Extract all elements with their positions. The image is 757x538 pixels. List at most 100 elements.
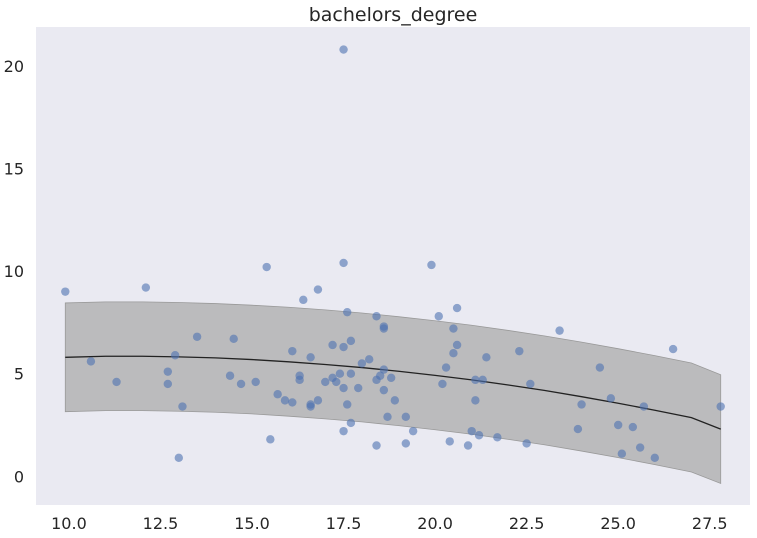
scatter-point — [467, 426, 476, 436]
scatter-point — [471, 396, 480, 405]
scatter-point — [306, 400, 315, 409]
x-tick-label: 10.0 — [51, 514, 87, 533]
scatter-point — [170, 351, 180, 360]
scatter-point — [595, 363, 605, 372]
scatter-point — [357, 359, 367, 368]
scatter-point — [573, 424, 583, 434]
scatter-point — [346, 418, 356, 428]
confidence-band-layer — [64, 301, 722, 485]
chart-title: bachelors_degree — [309, 4, 478, 26]
scatter-point — [617, 449, 627, 458]
scatter-point — [463, 441, 473, 450]
scatter-point — [452, 303, 462, 313]
scatter-point — [379, 322, 389, 331]
scatter-point — [299, 295, 308, 305]
y-tick-label: 0 — [14, 467, 24, 486]
scatter-point — [288, 398, 297, 407]
y-tick-label: 10 — [4, 262, 24, 281]
scatter-point — [441, 363, 451, 372]
scatter-point — [482, 353, 491, 362]
scatter-points-layer — [61, 45, 725, 463]
scatter-point — [321, 377, 330, 387]
scatter-point — [339, 426, 348, 436]
scatter-point — [526, 379, 535, 389]
scatter-point — [86, 357, 96, 366]
scatter-point — [288, 346, 297, 356]
x-tick-label: 20.0 — [417, 514, 453, 533]
scatter-point — [346, 336, 356, 346]
scatter-point — [449, 348, 458, 358]
scatter-point — [375, 371, 385, 380]
x-tick-label: 12.5 — [143, 514, 179, 533]
scatter-point — [401, 439, 411, 448]
x-tick-label: 22.5 — [509, 514, 545, 533]
y-tick-labels: 0 5 10 15 20 — [4, 57, 24, 486]
scatter-point — [401, 412, 411, 421]
x-tick-label: 27.5 — [692, 514, 728, 533]
scatter-point — [163, 367, 173, 376]
scatter-point — [343, 307, 352, 317]
scatter-point — [141, 283, 151, 292]
scatter-point — [280, 396, 290, 405]
scatter-point — [236, 379, 246, 389]
scatter-point — [295, 375, 304, 385]
x-tick-label: 15.0 — [234, 514, 270, 533]
scatter-point — [306, 353, 315, 362]
scatter-point — [668, 344, 678, 354]
scatter-point — [445, 437, 454, 446]
scatter-point — [449, 324, 458, 333]
scatter-point — [346, 369, 356, 378]
scatter-point — [372, 441, 381, 450]
scatter-point — [273, 390, 282, 399]
scatter-point — [716, 402, 725, 411]
scatter-point — [577, 400, 586, 409]
scatter-point — [192, 332, 202, 341]
scatter-point — [438, 379, 447, 389]
scatter-point — [365, 355, 374, 364]
x-tick-label: 17.5 — [326, 514, 362, 533]
scatter-point — [635, 443, 645, 452]
scatter-point — [339, 342, 348, 352]
scatter-point — [372, 312, 381, 321]
scatter-point — [251, 377, 260, 387]
scatter-point — [606, 394, 616, 403]
x-tick-labels: 10.0 12.5 15.0 17.5 20.0 22.5 25.0 27.5 — [51, 514, 727, 533]
scatter-point — [313, 285, 323, 294]
scatter-point — [339, 383, 348, 393]
scatter-point — [339, 45, 348, 54]
scatter-point — [613, 420, 623, 430]
scatter-point — [339, 258, 348, 268]
scatter-point — [328, 340, 337, 350]
scatter-point — [332, 377, 341, 387]
scatter-point — [408, 426, 418, 436]
scatter-point — [522, 439, 531, 448]
scatter-point — [174, 453, 183, 463]
scatter-point — [555, 326, 564, 335]
scatter-point — [628, 422, 638, 432]
scatter-point — [390, 396, 400, 405]
scatter-point — [493, 433, 502, 442]
scatter-point — [335, 369, 345, 378]
scatter-point — [178, 402, 187, 411]
scatter-point — [225, 371, 235, 380]
scatter-point — [262, 262, 271, 272]
y-tick-label: 5 — [14, 365, 24, 384]
scatter-point — [427, 260, 436, 270]
y-tick-label: 20 — [4, 57, 24, 76]
scatter-point — [386, 373, 396, 383]
scatter-point — [112, 377, 121, 387]
scatter-point — [515, 346, 524, 356]
y-tick-label: 15 — [4, 160, 24, 179]
scatter-point — [474, 431, 484, 440]
scatter-point — [229, 334, 238, 344]
scatter-point — [650, 453, 659, 463]
scatter-point — [313, 396, 323, 405]
scatter-point — [452, 340, 462, 350]
scatter-point — [379, 385, 389, 395]
scatter-point — [639, 402, 649, 411]
scatter-point — [343, 400, 352, 409]
scatter-point — [354, 383, 363, 393]
scatter-point — [379, 365, 389, 374]
